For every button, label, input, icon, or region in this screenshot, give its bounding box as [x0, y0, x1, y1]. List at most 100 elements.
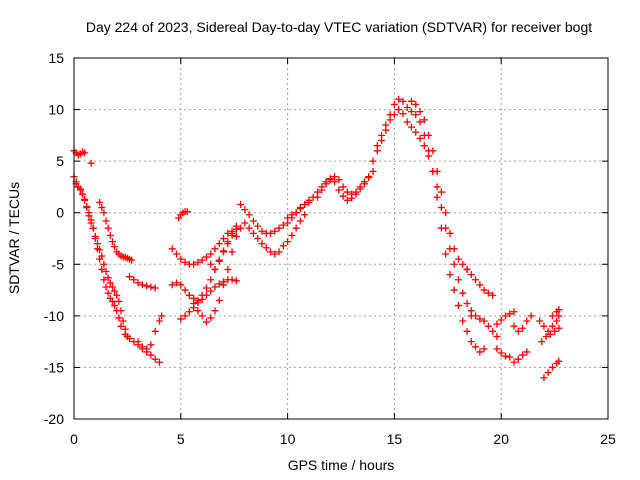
data-point — [546, 330, 554, 338]
data-point — [211, 265, 219, 273]
y-tick-label: -15 — [44, 359, 64, 375]
data-point — [467, 307, 475, 315]
data-point — [100, 209, 108, 217]
data-point — [288, 211, 296, 219]
series-arc-24 — [493, 345, 514, 361]
data-point — [433, 183, 441, 191]
data-point — [296, 217, 304, 225]
series-arc-11 — [177, 231, 236, 323]
data-point — [271, 250, 279, 258]
data-point — [104, 224, 112, 232]
data-point — [510, 322, 518, 330]
data-point — [91, 232, 99, 240]
data-point — [480, 345, 488, 353]
data-point — [185, 291, 193, 299]
data-point — [305, 196, 313, 204]
data-point — [173, 279, 181, 287]
data-point — [249, 217, 257, 225]
data-point — [228, 229, 236, 237]
data-point — [542, 332, 550, 340]
data-point — [403, 104, 411, 112]
data-point — [519, 324, 527, 332]
data-point — [540, 322, 548, 330]
data-point — [202, 253, 210, 261]
data-point — [412, 100, 420, 108]
data-point — [555, 306, 563, 314]
data-point — [113, 291, 121, 299]
data-point — [108, 297, 116, 305]
data-point — [339, 183, 347, 191]
data-point — [548, 322, 556, 330]
series-arc-19 — [373, 106, 475, 320]
series-arc-22 — [467, 307, 501, 340]
data-point — [429, 147, 437, 155]
data-point — [202, 318, 210, 326]
data-point — [220, 247, 228, 255]
data-point — [108, 238, 116, 246]
data-point — [373, 147, 381, 155]
data-point — [296, 205, 304, 213]
data-point — [115, 314, 123, 322]
data-point — [301, 211, 309, 219]
data-point — [292, 209, 300, 217]
data-point — [497, 349, 505, 357]
data-point — [117, 322, 125, 330]
data-point — [267, 248, 275, 256]
data-point — [403, 118, 411, 126]
data-point — [143, 345, 151, 353]
data-point — [493, 332, 501, 340]
data-point — [275, 224, 283, 232]
series-arc-6 — [126, 273, 159, 292]
data-point — [143, 282, 151, 290]
data-point — [207, 287, 215, 295]
data-point — [407, 123, 415, 131]
data-point — [134, 338, 142, 346]
data-point — [433, 167, 441, 175]
x-axis-label: GPS time / hours — [288, 457, 395, 473]
data-point — [185, 308, 193, 316]
data-point — [102, 217, 110, 225]
series-arc-4 — [72, 180, 131, 340]
data-point — [551, 327, 559, 335]
series-arc-2 — [87, 159, 95, 167]
data-point — [407, 97, 415, 105]
series-arc-26 — [510, 348, 531, 366]
data-point — [181, 312, 189, 320]
series-arc-14 — [237, 198, 313, 237]
data-point — [407, 108, 415, 116]
series-arc-10 — [168, 276, 240, 304]
data-point — [416, 134, 424, 142]
data-point — [322, 180, 330, 188]
data-point — [207, 260, 215, 268]
x-tick-labels: 0 5 10 15 20 25 — [70, 431, 616, 447]
data-point — [177, 315, 185, 323]
data-point — [416, 118, 424, 126]
data-point — [484, 289, 492, 297]
data-point — [237, 224, 245, 232]
data-point — [232, 277, 240, 285]
data-point — [147, 283, 155, 291]
y-tick-label: -5 — [52, 256, 65, 272]
data-point — [284, 214, 292, 222]
data-point — [245, 211, 253, 219]
data-point — [454, 255, 462, 263]
data-point — [279, 221, 287, 229]
data-point — [76, 185, 84, 193]
series-arc-13 — [207, 222, 240, 273]
data-point — [555, 312, 563, 320]
data-point — [254, 222, 262, 230]
data-point — [420, 116, 428, 124]
series-arc-7 — [134, 312, 166, 353]
data-point — [98, 252, 106, 260]
data-point — [100, 260, 108, 268]
data-point — [510, 358, 518, 366]
data-point — [467, 271, 475, 279]
x-tick-label: 25 — [600, 431, 616, 447]
data-point — [446, 271, 454, 279]
data-point — [493, 320, 501, 328]
data-point — [87, 159, 95, 167]
data-point — [437, 204, 445, 212]
data-point — [211, 245, 219, 253]
data-point — [215, 280, 223, 288]
